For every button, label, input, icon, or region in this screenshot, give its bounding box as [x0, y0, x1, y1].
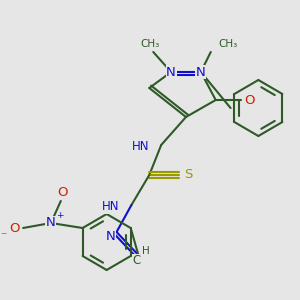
Text: CH₃: CH₃	[141, 39, 160, 49]
Text: O: O	[58, 185, 68, 199]
Text: +: +	[56, 211, 64, 220]
Text: HN: HN	[132, 140, 149, 154]
Text: H: H	[142, 246, 150, 256]
Text: S: S	[184, 169, 192, 182]
Text: N: N	[46, 217, 56, 230]
Text: O: O	[9, 221, 20, 235]
Text: C: C	[132, 254, 140, 268]
Text: HN: HN	[102, 200, 119, 214]
Text: O: O	[244, 94, 255, 106]
Text: N: N	[106, 230, 116, 242]
Text: CH₃: CH₃	[219, 39, 238, 49]
Text: N: N	[166, 65, 176, 79]
Text: ⁻: ⁻	[0, 230, 6, 244]
Text: N: N	[196, 65, 206, 79]
